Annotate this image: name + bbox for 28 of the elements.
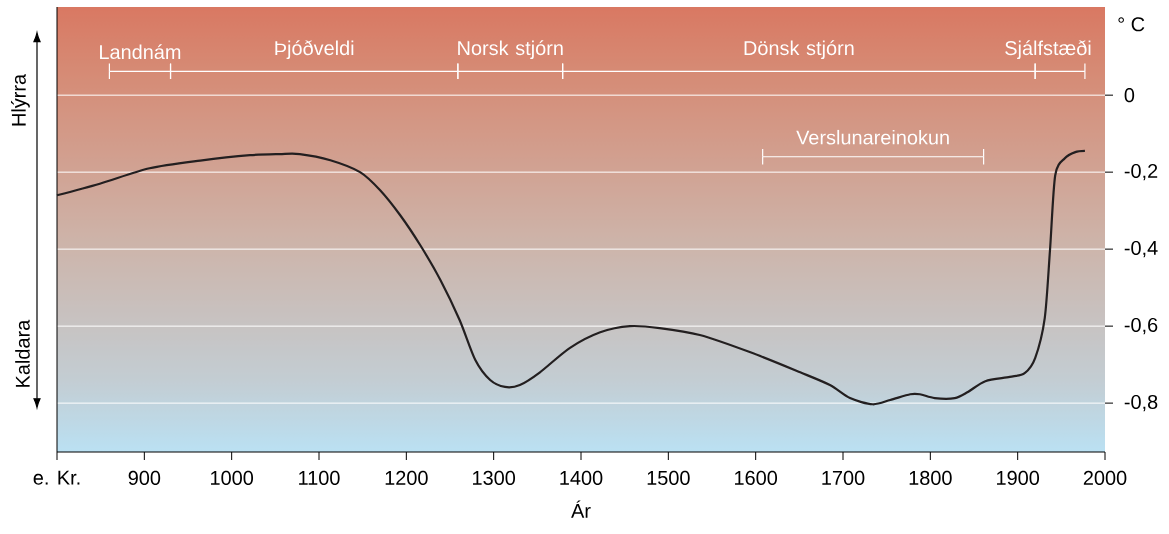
x-tick-label: 1900 — [997, 470, 1040, 485]
x-tick-label: 900 — [128, 470, 161, 485]
x-tick-label: 1300 — [473, 470, 516, 485]
y-tick-label: -0,6 — [1124, 317, 1158, 335]
x-tick-label: 1700 — [822, 470, 865, 485]
y-axis-title: ° C — [1118, 17, 1145, 32]
y-tick-label: -0,2 — [1124, 163, 1158, 181]
x-tick-label: 1200 — [385, 470, 428, 485]
y-tick-label: -0,4 — [1124, 240, 1158, 258]
x-tick-label: 1000 — [211, 470, 254, 485]
x-axis-title: Ár — [571, 500, 591, 518]
x-tick-label: 1600 — [735, 470, 778, 485]
y-tick-label: -0,8 — [1124, 394, 1158, 412]
x-tick-label: 1100 — [299, 470, 340, 485]
series-label: Dönsk stjórn — [744, 40, 854, 60]
x-tick-label: 2000 — [1083, 470, 1127, 485]
series-label: Sjálfstæði — [1005, 40, 1091, 60]
x-tick-label: 1400 — [560, 470, 603, 485]
text: Hlýrra — [10, 73, 30, 126]
series-label: Verslunareinokun — [796, 129, 949, 145]
y-tick-label: 0 — [1124, 88, 1135, 103]
text: Kaldara — [15, 319, 30, 387]
series-label: Norsk stjórn — [458, 40, 563, 60]
series-label: Þjóðveldi — [275, 40, 354, 60]
x-tick-label: e. Kr. — [33, 470, 80, 485]
x-tick-label: 1500 — [647, 470, 690, 485]
series-label: Landnám — [100, 44, 181, 60]
x-tick-label: 1800 — [909, 470, 952, 485]
